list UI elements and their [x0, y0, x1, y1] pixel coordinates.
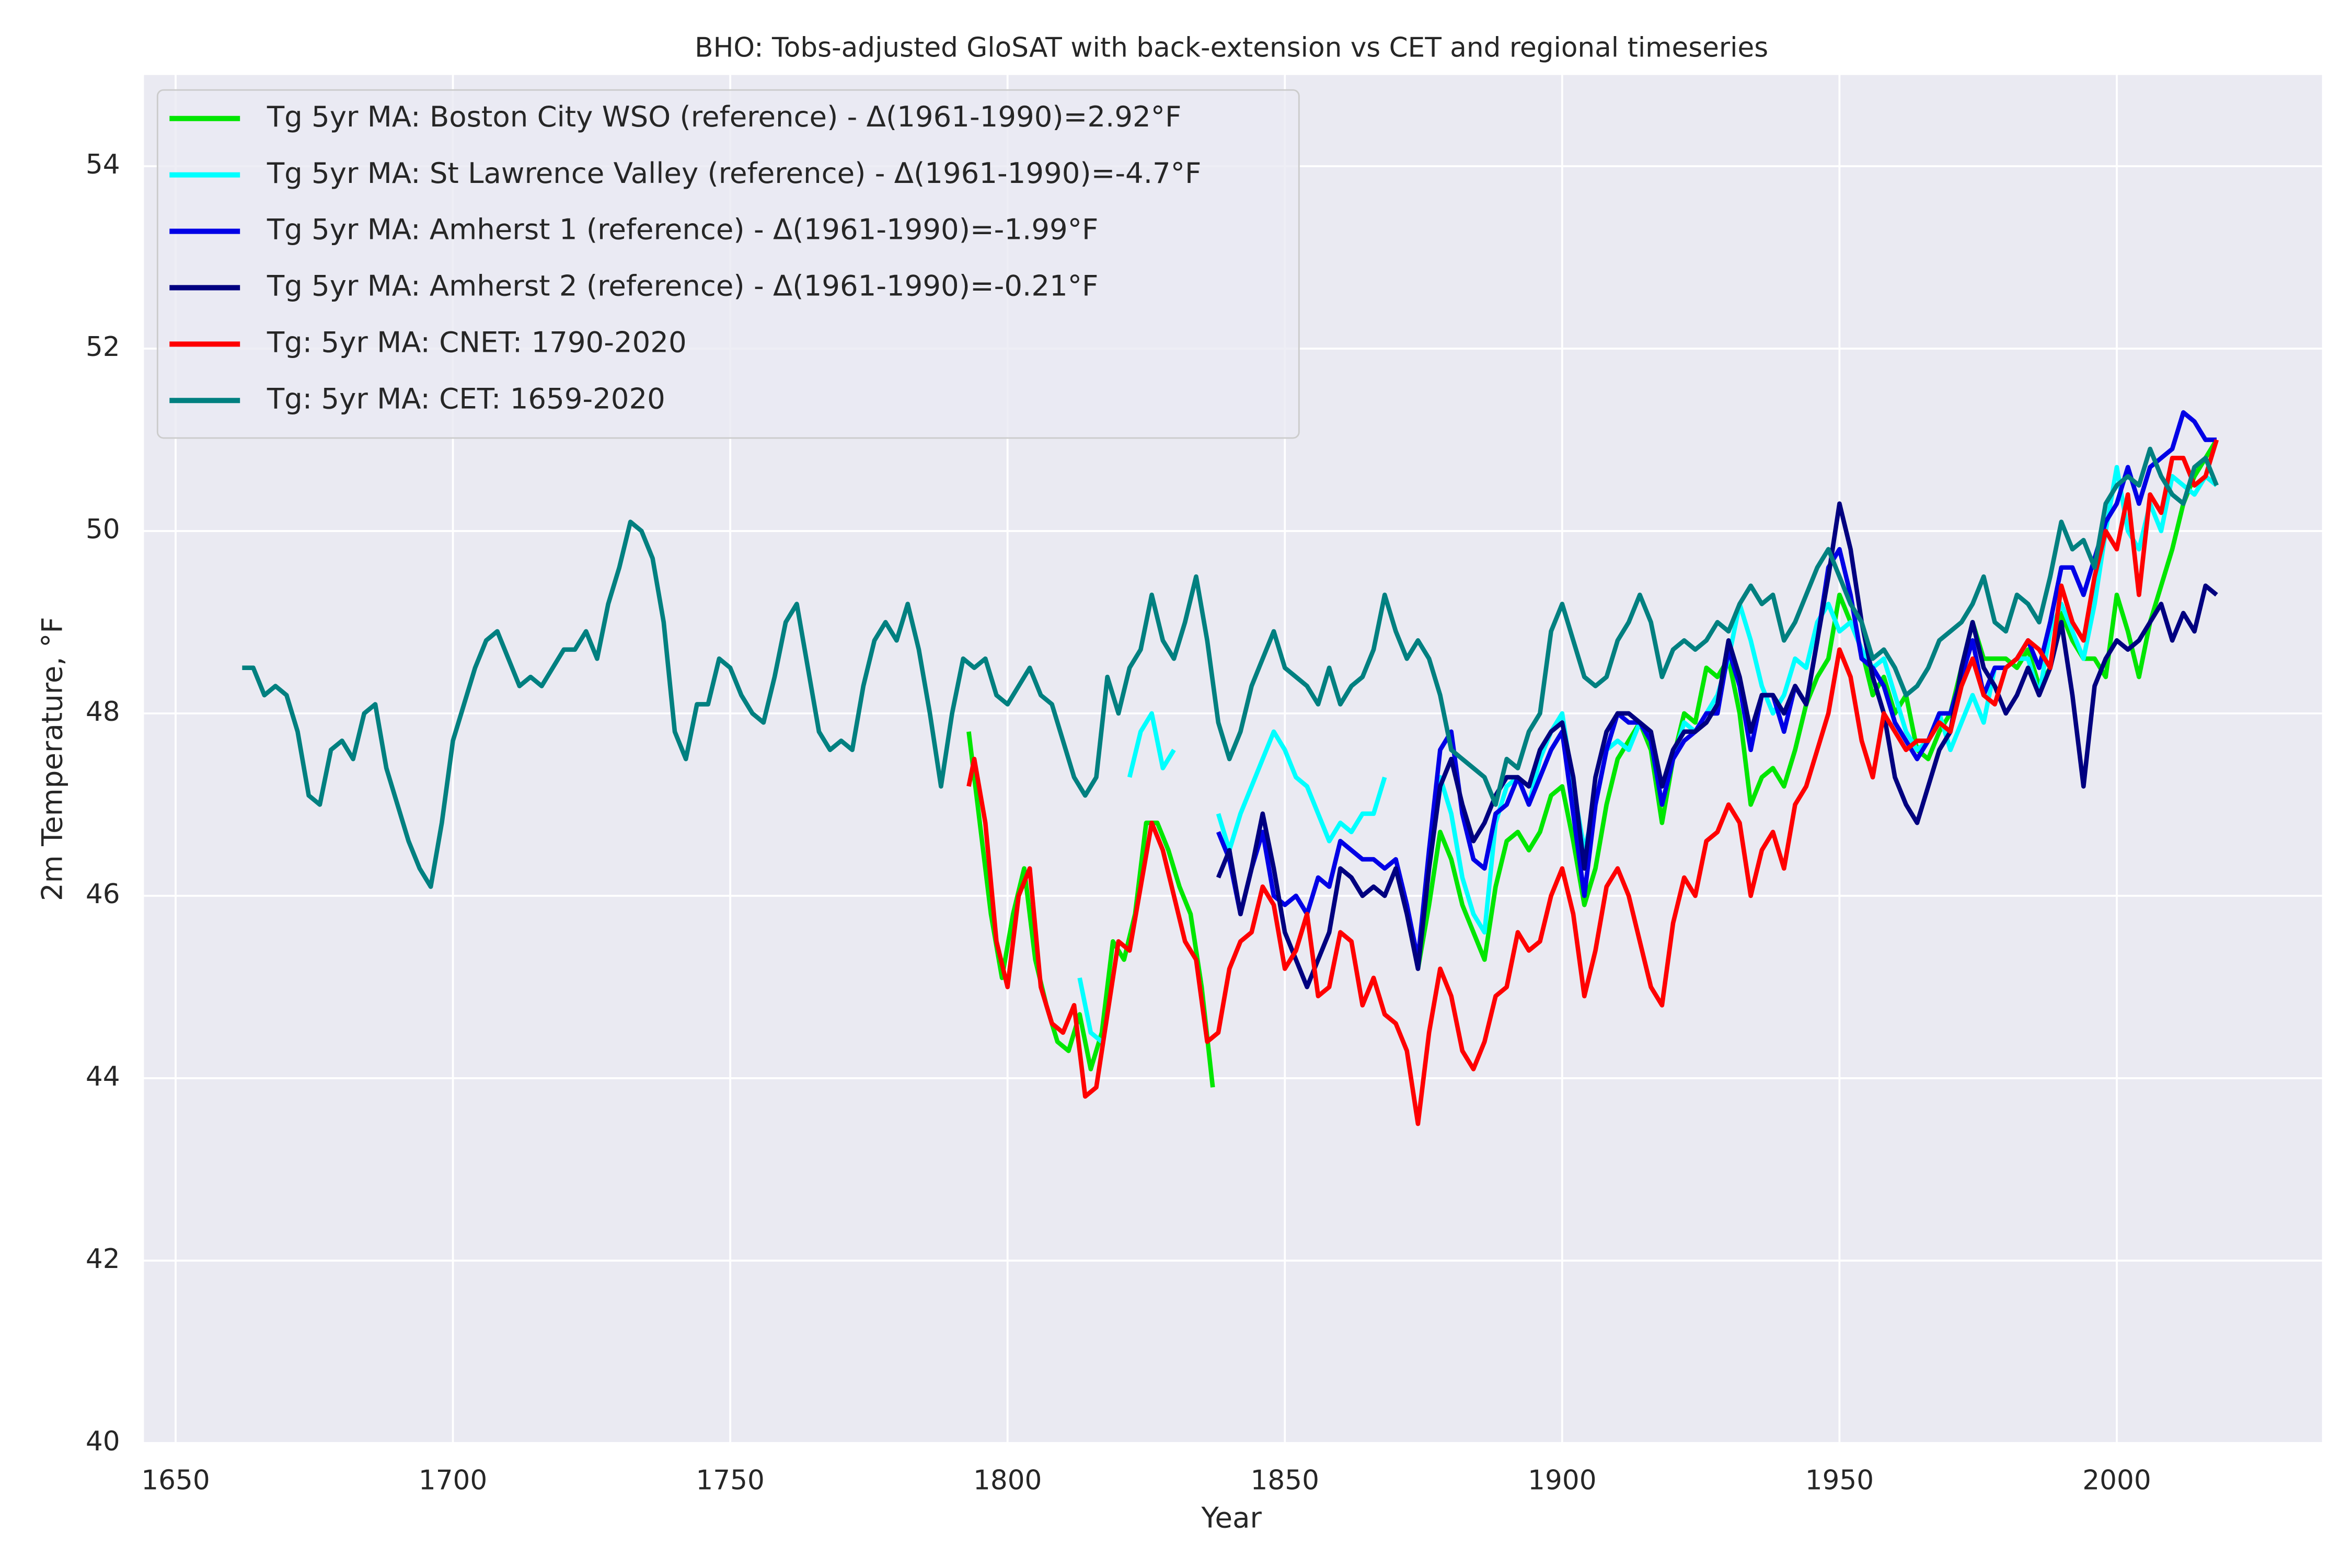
legend-label: Tg 5yr MA: St Lawrence Valley (reference…: [267, 156, 1202, 190]
series-line: [966, 439, 2219, 1126]
y-tick-label: 54: [86, 149, 120, 180]
legend: Tg 5yr MA: Boston City WSO (reference) -…: [156, 89, 1300, 439]
legend-label: Tg: 5yr MA: CNET: 1790-2020: [267, 325, 687, 359]
y-tick-label: 48: [86, 696, 120, 728]
legend-label: Tg: 5yr MA: CET: 1659-2020: [267, 382, 665, 415]
series-line: [242, 446, 2219, 889]
x-axis-label: Year: [1201, 1501, 1262, 1534]
x-tick-label: 1750: [696, 1465, 764, 1496]
x-tick-label: 1650: [141, 1465, 210, 1496]
legend-label: Tg 5yr MA: Amherst 2 (reference) - Δ(196…: [267, 269, 1099, 303]
legend-label: Tg 5yr MA: Amherst 1 (reference) - Δ(196…: [267, 213, 1099, 246]
legend-label: Tg 5yr MA: Boston City WSO (reference) -…: [267, 100, 1182, 133]
y-tick-label: 50: [86, 514, 120, 545]
y-tick-label: 52: [86, 331, 120, 363]
y-tick-label: 44: [86, 1061, 120, 1092]
y-axis-label: 2m Temperature, °F: [35, 617, 68, 901]
x-tick-label: 1900: [1528, 1465, 1596, 1496]
lines: [242, 410, 2219, 1126]
y-tick-label: 42: [86, 1243, 120, 1275]
x-tick-label: 1950: [1805, 1465, 1874, 1496]
x-tick-label: 1850: [1251, 1465, 1319, 1496]
y-tick-label: 40: [86, 1426, 120, 1457]
x-tick-label: 2000: [2082, 1465, 2151, 1496]
y-tick-label: 46: [86, 879, 120, 910]
series-line: [1216, 410, 2217, 962]
series-line: [1077, 465, 2218, 1044]
chart-title: BHO: Tobs-adjusted GloSAT with back-exte…: [695, 32, 1768, 64]
x-tick-label: 1800: [973, 1465, 1042, 1496]
x-tick-label: 1700: [419, 1465, 487, 1496]
legend-box: [156, 89, 1300, 439]
